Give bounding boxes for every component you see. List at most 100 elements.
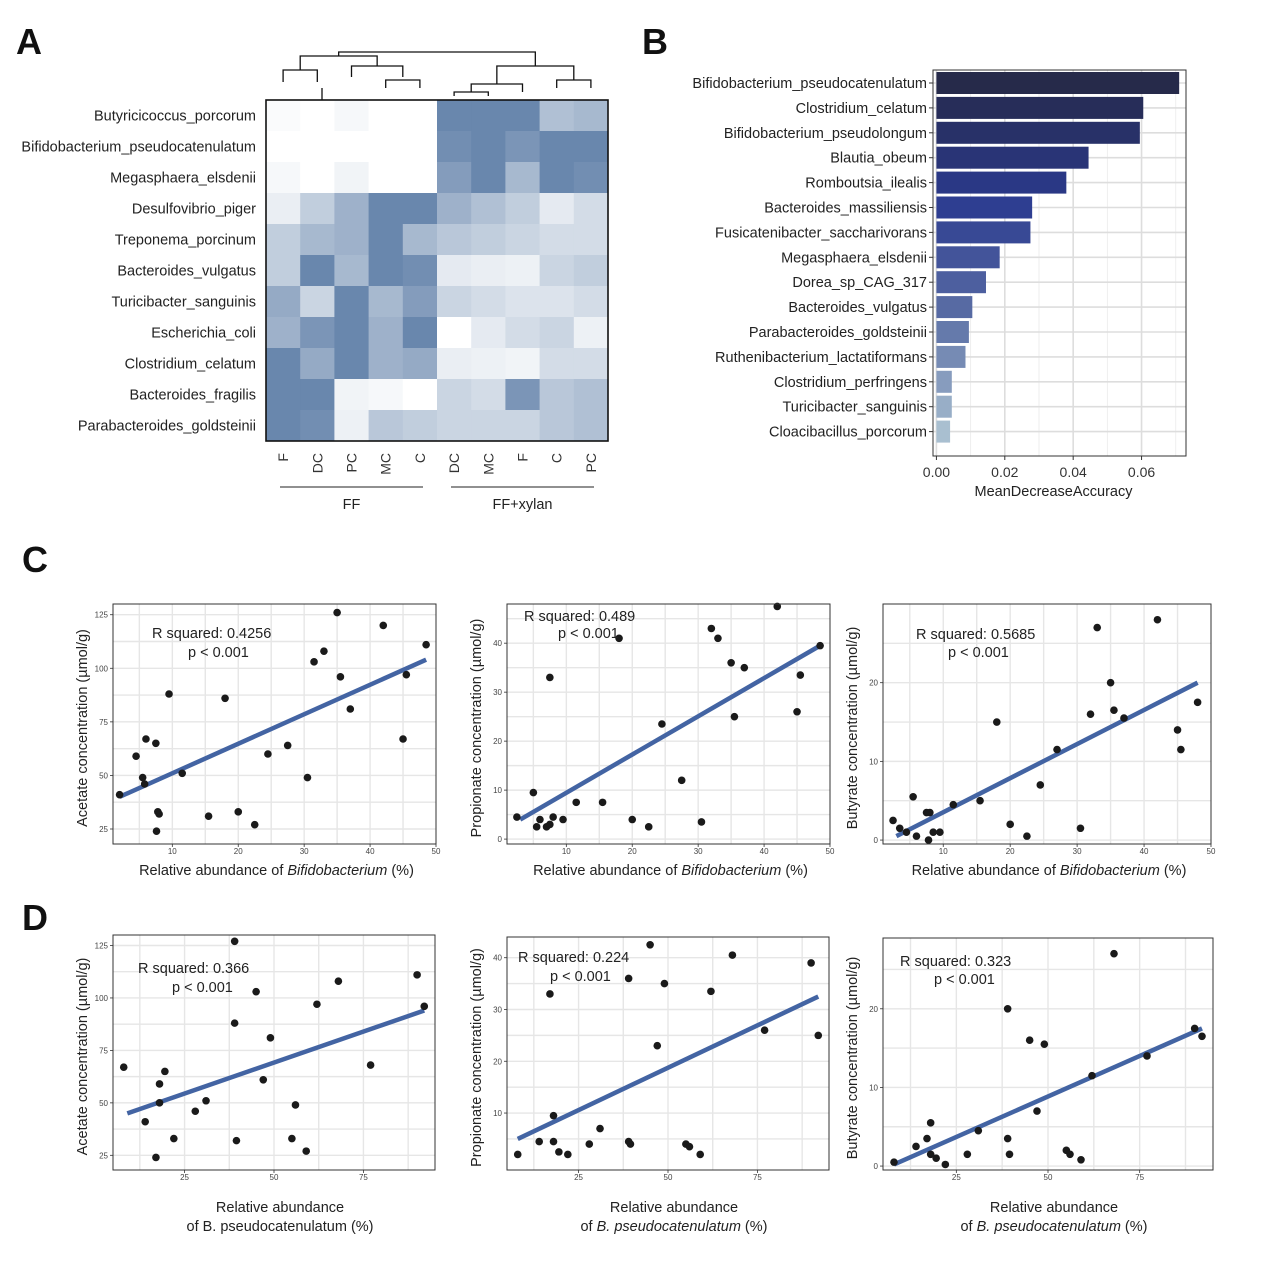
- x-tick-label: 50: [270, 1173, 279, 1182]
- heatmap-cell: [334, 131, 369, 163]
- x-tick-label: 30: [694, 847, 703, 856]
- data-point: [730, 712, 739, 721]
- data-point: [536, 815, 544, 824]
- panel-label-d: D: [22, 897, 48, 938]
- heatmap-panel: Butyricicoccus_porcorum Bifidobacterium_p…: [21, 51, 609, 513]
- data-point: [1190, 1024, 1199, 1033]
- data-point: [728, 951, 737, 959]
- heatmap-row-label: Treponema_porcinum: [115, 233, 256, 249]
- heatmap-row-label: Parabacteroides_goldsteinii: [78, 419, 256, 435]
- data-point: [303, 773, 312, 782]
- data-point: [232, 1136, 241, 1145]
- plot-border: [882, 603, 1212, 845]
- data-point: [796, 671, 805, 679]
- heatmap-cell: [471, 255, 506, 287]
- data-point: [152, 827, 161, 835]
- data-point: [252, 987, 260, 996]
- heatmap-cell: [437, 255, 472, 287]
- heatmap-cell: [334, 255, 369, 287]
- data-point: [1066, 1150, 1074, 1159]
- dendrogram-branch: [338, 51, 536, 66]
- data-point: [936, 828, 944, 836]
- heatmap-cell: [573, 410, 609, 442]
- x-tick-label: 50: [1044, 1173, 1053, 1182]
- x-axis-title-unit: (%): [1121, 1219, 1148, 1235]
- heatmap-cell: [300, 100, 335, 132]
- data-point: [909, 792, 917, 801]
- x-tick-label: 20: [234, 847, 243, 856]
- heatmap-cell: [266, 193, 301, 225]
- group-label: FF+xylan: [492, 497, 552, 513]
- x-axis-title-line1: Relative abundance: [610, 1200, 738, 1216]
- bar-category-label: Ruthenibacterium_lactatiformans: [715, 350, 927, 366]
- data-point: [532, 823, 541, 831]
- data-point: [596, 1124, 604, 1133]
- data-point: [1025, 1036, 1034, 1045]
- data-point: [714, 634, 722, 643]
- data-point: [1106, 678, 1115, 687]
- bar: [936, 72, 1180, 94]
- x-tick-label: 75: [753, 1173, 762, 1182]
- data-point: [230, 937, 239, 946]
- heatmap-cell: [334, 162, 369, 194]
- data-point: [707, 987, 715, 996]
- data-point: [202, 1096, 210, 1105]
- data-point: [644, 823, 653, 831]
- heatmap-cell: [300, 317, 335, 349]
- heatmap-cell: [437, 100, 472, 132]
- r-squared-annotation: R squared: 0.323: [900, 954, 1011, 970]
- heatmap-cell: [539, 379, 575, 411]
- y-tick-label: 25: [99, 1151, 108, 1160]
- bar-chart-panel: Bifidobacterium_pseudocatenulatum Clostri…: [692, 69, 1187, 500]
- data-point: [1173, 726, 1182, 734]
- dendrogram-branch: [453, 91, 489, 96]
- data-point: [912, 1142, 920, 1151]
- data-point: [1053, 745, 1061, 754]
- heatmap-cell: [402, 410, 438, 442]
- y-tick-label: 30: [493, 688, 502, 697]
- data-point: [259, 1075, 268, 1084]
- data-point: [142, 735, 150, 743]
- data-point: [1086, 710, 1095, 718]
- y-axis-title: Acetate concentration (µmol/g): [75, 629, 91, 827]
- heatmap-cell: [471, 379, 506, 411]
- y-axis-title: Butyrate concentration (µmol/g): [845, 627, 861, 830]
- x-axis-title-unit: (%): [1160, 863, 1187, 879]
- dendrogram-branch: [556, 79, 592, 88]
- x-axis-title-unit: (%): [387, 863, 414, 879]
- y-tick-label: 50: [99, 1099, 108, 1108]
- heatmap-cell: [437, 162, 472, 194]
- data-point: [696, 1150, 704, 1159]
- y-tick-label: 20: [869, 679, 878, 688]
- heatmap-cell: [505, 379, 540, 411]
- data-point: [333, 608, 341, 617]
- data-point: [141, 1117, 149, 1126]
- r-squared-annotation: R squared: 0.366: [138, 961, 249, 977]
- p-value-annotation: p < 0.001: [188, 645, 249, 661]
- data-point: [288, 1134, 296, 1143]
- bar: [936, 221, 1031, 244]
- data-point: [727, 658, 735, 667]
- heatmap-cell: [437, 286, 472, 318]
- heatmap-cell: [471, 317, 506, 349]
- x-tick-label: 20: [628, 847, 637, 856]
- data-point: [1193, 698, 1202, 707]
- heatmap-cell: [437, 410, 472, 442]
- y-tick-label: 125: [95, 611, 109, 620]
- heatmap-cell: [505, 317, 540, 349]
- heatmap-cell: [334, 100, 369, 132]
- heatmap-cell: [505, 286, 540, 318]
- data-point: [221, 694, 229, 703]
- heatmap-cell: [300, 193, 335, 225]
- bar: [936, 420, 951, 443]
- heatmap-cell: [573, 131, 609, 163]
- data-point: [1110, 706, 1118, 715]
- data-point: [932, 1154, 940, 1163]
- regression-line: [895, 680, 1199, 839]
- y-axis-title: Propionate concentration (µmol/g): [469, 948, 485, 1167]
- heatmap-row-label: Megasphaera_elsdenii: [110, 171, 256, 187]
- bar: [936, 395, 952, 418]
- heatmap-row-label: Clostridium_celatum: [125, 357, 256, 373]
- heatmap-cell: [334, 348, 369, 380]
